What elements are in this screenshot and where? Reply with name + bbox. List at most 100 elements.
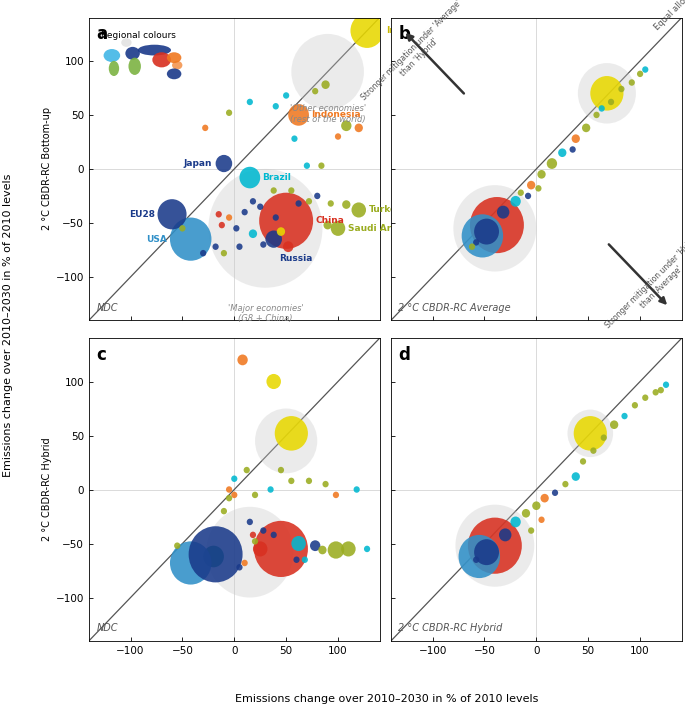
Circle shape [257,203,263,210]
Circle shape [216,211,222,217]
Circle shape [226,215,232,221]
Text: Japan: Japan [183,159,212,168]
Circle shape [608,98,614,105]
Text: NDC: NDC [97,623,118,633]
Circle shape [333,491,339,498]
Circle shape [288,188,295,194]
Circle shape [247,519,253,525]
Circle shape [242,560,248,566]
Y-axis label: 2 °C CBDR-RC Bottom-up: 2 °C CBDR-RC Bottom-up [42,108,51,231]
Ellipse shape [167,69,182,79]
Circle shape [642,394,649,401]
Circle shape [552,489,558,496]
Circle shape [599,105,605,112]
Circle shape [291,536,306,551]
Ellipse shape [103,49,120,62]
Text: Brazil: Brazil [262,173,291,182]
Circle shape [632,402,638,409]
Circle shape [578,63,636,124]
Circle shape [593,112,599,118]
Circle shape [252,491,258,498]
Circle shape [653,389,659,396]
Circle shape [327,542,345,559]
Circle shape [458,535,500,578]
Circle shape [527,181,535,190]
Text: 'Major economies'
(G8 + China): 'Major economies' (G8 + China) [227,304,303,324]
Circle shape [275,416,308,450]
Circle shape [567,410,613,457]
Circle shape [629,79,635,86]
Text: c: c [97,346,106,364]
Text: a: a [97,25,108,43]
Circle shape [355,124,363,132]
Circle shape [242,209,248,215]
Circle shape [319,546,327,554]
Circle shape [236,244,242,250]
Circle shape [331,221,345,236]
Circle shape [170,217,212,261]
Circle shape [510,196,521,207]
Ellipse shape [125,47,140,60]
Circle shape [273,103,279,110]
Circle shape [254,521,308,577]
Circle shape [658,387,664,394]
Circle shape [323,481,329,487]
Circle shape [582,124,590,132]
Circle shape [540,494,549,503]
Circle shape [295,200,301,207]
Circle shape [312,88,319,94]
Circle shape [562,481,569,487]
Circle shape [474,219,499,244]
Ellipse shape [129,57,141,75]
Circle shape [574,416,607,450]
Circle shape [231,476,238,482]
Circle shape [244,467,250,474]
Circle shape [212,244,219,250]
Circle shape [271,532,277,538]
Text: b: b [399,25,410,43]
Text: China: China [315,216,344,225]
Circle shape [601,435,607,441]
Circle shape [233,225,240,232]
Text: d: d [399,346,410,364]
Circle shape [469,244,475,250]
Circle shape [535,185,542,192]
Circle shape [569,147,576,153]
Circle shape [351,13,384,48]
Circle shape [468,518,522,573]
Circle shape [271,188,277,194]
Circle shape [188,526,242,583]
Circle shape [208,169,323,287]
Circle shape [277,227,285,236]
Circle shape [203,546,224,567]
Circle shape [231,491,238,498]
Circle shape [637,71,643,77]
Circle shape [453,185,536,272]
Circle shape [590,76,623,110]
Circle shape [580,458,586,464]
Circle shape [610,421,619,429]
Text: Regional colours: Regional colours [101,30,176,40]
Circle shape [590,447,597,454]
Circle shape [250,532,256,538]
Circle shape [170,542,212,585]
Circle shape [341,120,351,131]
Circle shape [323,221,332,229]
Circle shape [288,104,309,126]
Text: Turkey: Turkey [369,205,403,215]
Circle shape [179,225,186,232]
Circle shape [283,92,289,98]
Circle shape [314,193,321,199]
Circle shape [249,229,257,238]
Circle shape [473,556,480,563]
Circle shape [499,528,512,542]
Circle shape [255,409,317,474]
Text: NDC: NDC [97,302,118,313]
Circle shape [252,538,258,544]
Circle shape [283,241,293,252]
Circle shape [291,135,297,142]
Circle shape [619,86,625,92]
Circle shape [247,98,253,105]
Text: Emissions change over 2010–2030 in % of 2010 levels: Emissions change over 2010–2030 in % of … [3,174,14,477]
Circle shape [462,215,503,258]
